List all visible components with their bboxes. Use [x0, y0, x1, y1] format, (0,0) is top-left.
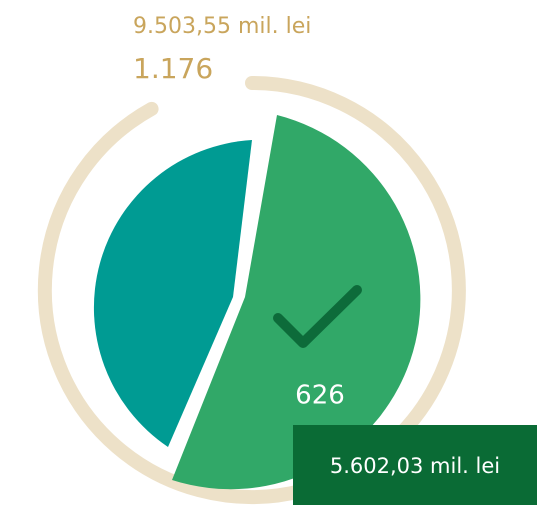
teal-slice[interactable] — [93, 140, 252, 447]
total-amount: 9.503,55 mil. lei — [133, 14, 311, 39]
amount-box — [293, 425, 537, 505]
total-count: 1.176 — [133, 52, 213, 85]
check-icon — [273, 285, 362, 348]
selected-count: 626 — [295, 381, 345, 411]
selected-amount: 5.602,03 mil. lei — [330, 454, 500, 478]
green-slice[interactable] — [172, 115, 421, 490]
